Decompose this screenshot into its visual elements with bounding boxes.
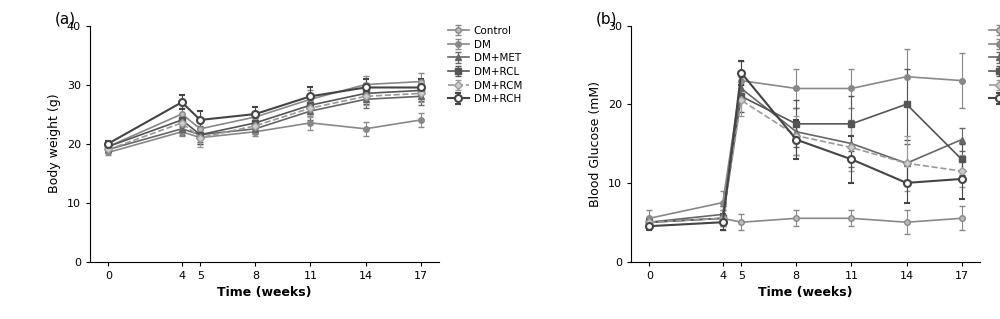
Legend: Control, DM, DM+MET, DM+RCL, DM+RCM, DM+RCH: Control, DM, DM+MET, DM+RCL, DM+RCM, DM+… <box>989 26 1000 104</box>
X-axis label: Time (weeks): Time (weeks) <box>217 286 312 299</box>
Legend: Control, DM, DM+MET, DM+RCL, DM+RCM, DM+RCH: Control, DM, DM+MET, DM+RCL, DM+RCM, DM+… <box>448 26 522 104</box>
X-axis label: Time (weeks): Time (weeks) <box>758 286 853 299</box>
Text: (b): (b) <box>596 11 618 26</box>
Text: (a): (a) <box>55 11 76 26</box>
Y-axis label: Body weight (g): Body weight (g) <box>48 94 61 193</box>
Y-axis label: Blood Glucose (mM): Blood Glucose (mM) <box>589 81 602 206</box>
